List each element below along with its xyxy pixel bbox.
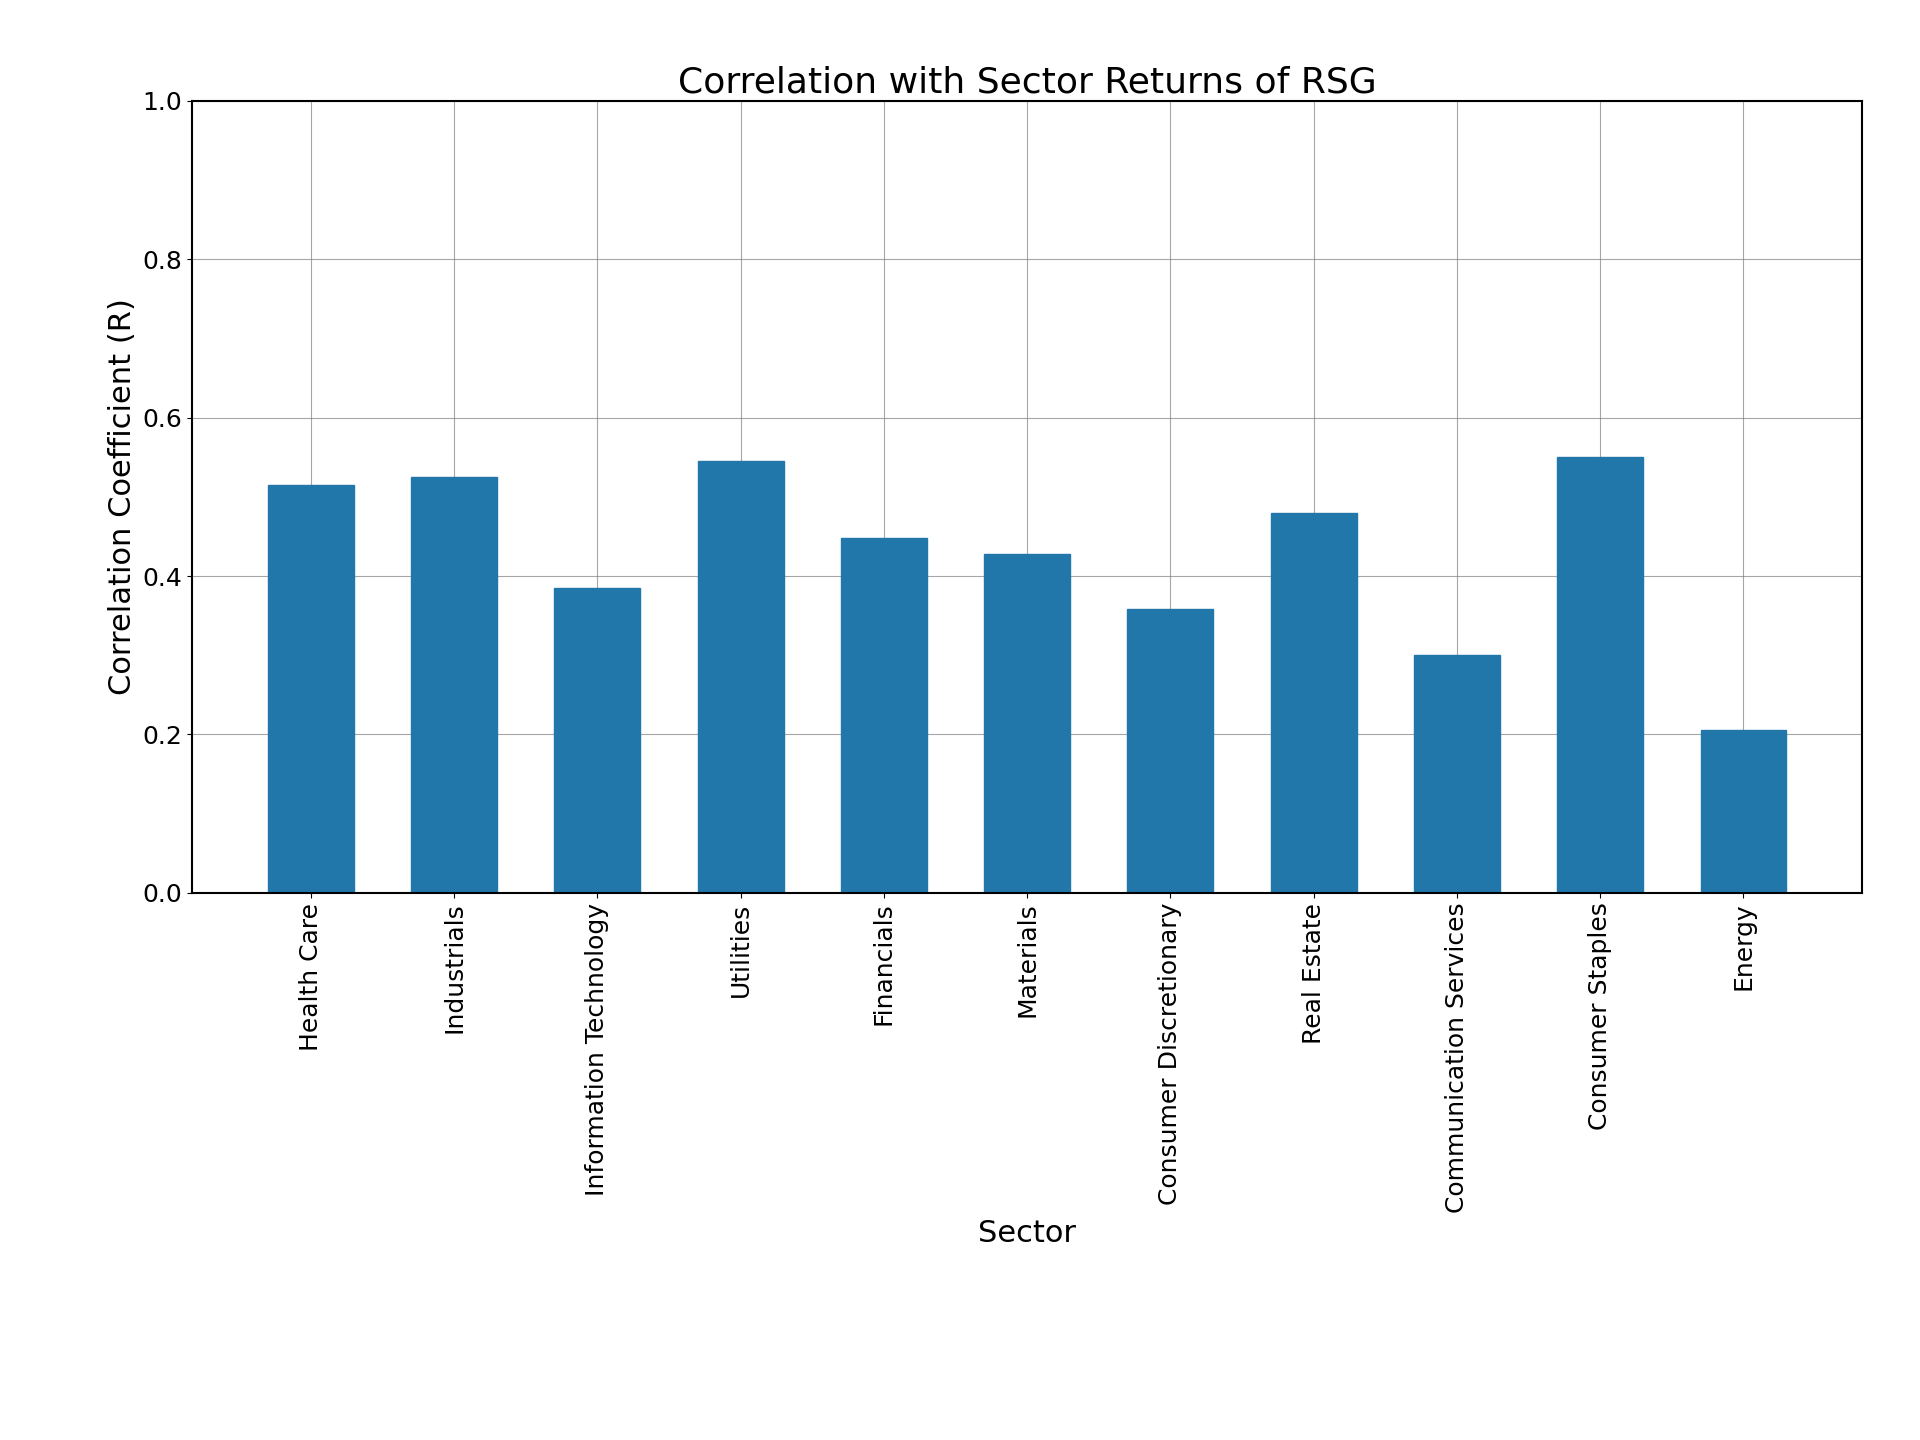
X-axis label: Sector: Sector [977, 1218, 1077, 1247]
Bar [1557, 456, 1644, 893]
Bar [1127, 609, 1213, 893]
Bar [411, 477, 497, 893]
Bar [1701, 730, 1786, 893]
Bar [697, 461, 783, 893]
Bar [1413, 655, 1500, 893]
Y-axis label: Correlation Coefficient (R): Correlation Coefficient (R) [108, 298, 136, 696]
Bar [555, 588, 641, 893]
Bar [985, 554, 1069, 893]
Bar [269, 485, 353, 893]
Bar [841, 539, 927, 893]
Title: Correlation with Sector Returns of RSG: Correlation with Sector Returns of RSG [678, 65, 1377, 99]
Bar [1271, 513, 1357, 893]
